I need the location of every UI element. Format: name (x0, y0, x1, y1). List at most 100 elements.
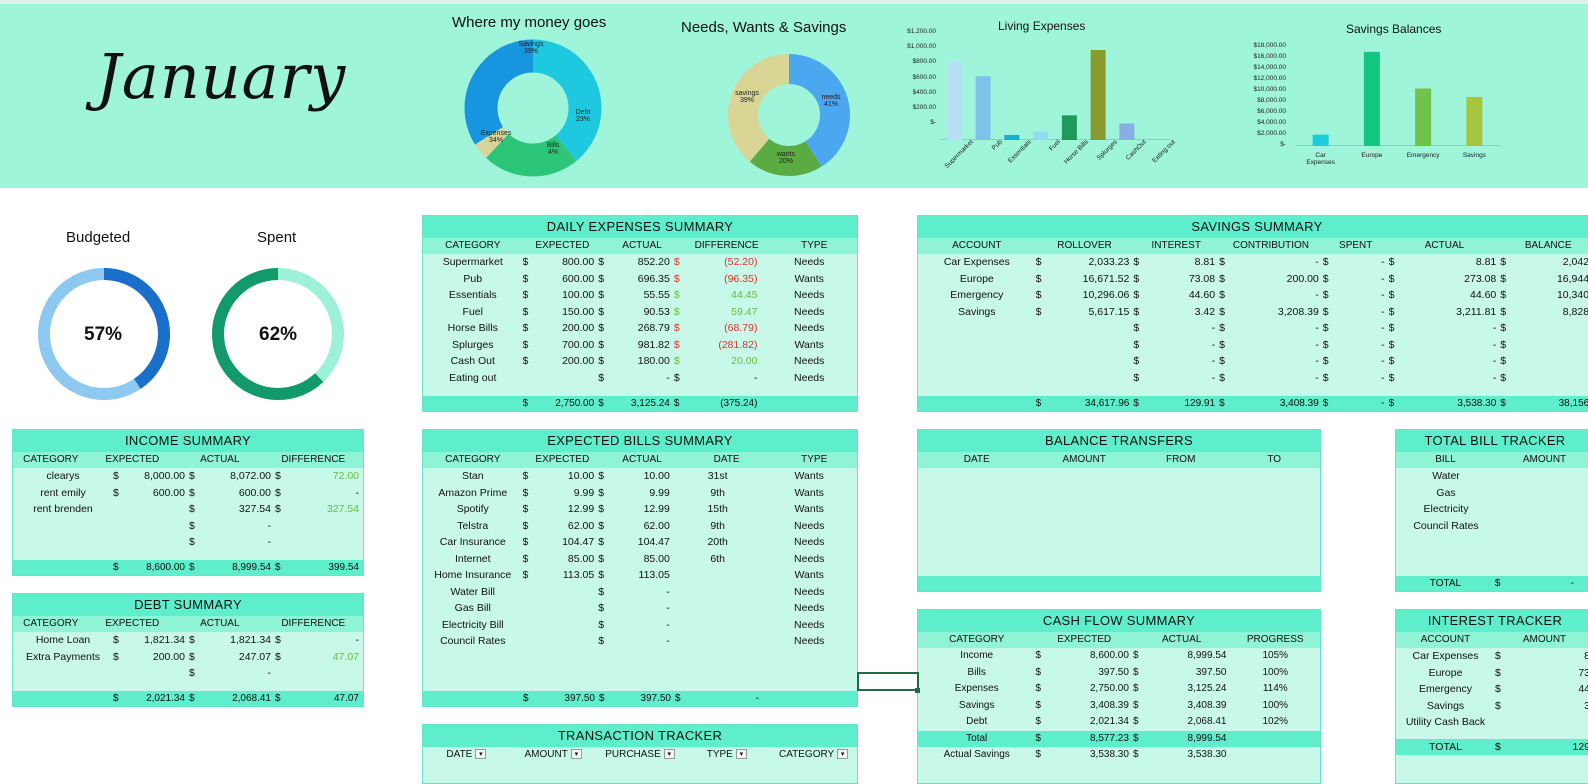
table-cell[interactable]: $ (1035, 289, 1042, 301)
table-cell[interactable]: Electricity (1423, 503, 1469, 515)
table-cell[interactable]: Wants (794, 338, 824, 351)
table-cell[interactable]: Cash Out (450, 355, 495, 367)
table-cell[interactable]: 44.60 (1469, 289, 1497, 301)
table-cell[interactable]: 852.20 (637, 256, 670, 268)
table-cell[interactable]: (52.20) (724, 256, 758, 268)
table-cell[interactable]: 8,999.54 (1187, 650, 1227, 661)
table-cell[interactable]: $ (1219, 398, 1225, 409)
table-cell[interactable]: 105% (1262, 650, 1289, 661)
table-cell[interactable]: 44.60 (1188, 289, 1216, 301)
table-cell[interactable] (113, 518, 135, 535)
table-cell[interactable]: 72.00 (332, 470, 359, 482)
table-cell[interactable]: 180.00 (637, 355, 670, 367)
table-cell[interactable]: $ (522, 470, 529, 482)
table-cell[interactable]: $ (1035, 699, 1041, 711)
table-cell[interactable]: $ (1132, 749, 1139, 760)
table-cell[interactable]: $ (1494, 699, 1501, 712)
nws-donut-chart[interactable] (724, 52, 854, 178)
table-cell[interactable]: 34,617.96 (1084, 398, 1130, 409)
table-cell[interactable]: Bills (967, 666, 986, 678)
table-cell[interactable]: $ (1494, 740, 1501, 753)
table-cell[interactable]: 9.99 (649, 486, 670, 499)
table-cell[interactable]: 800.00 (562, 256, 595, 268)
table-cell[interactable]: $ (522, 398, 529, 409)
table-cell[interactable]: 696.35 (637, 272, 670, 285)
table-cell[interactable]: 8,000.00 (144, 470, 185, 482)
table-cell[interactable]: 2,750.00 (1090, 683, 1129, 694)
table-cell[interactable]: 3,408.39 (1187, 699, 1227, 711)
table-cell[interactable]: - (1492, 355, 1497, 367)
table-cell[interactable]: 44 (1578, 683, 1588, 695)
table-cell[interactable]: $ (522, 486, 529, 499)
table-cell[interactable]: 85.00 (567, 552, 595, 565)
table-cell[interactable]: $ (599, 693, 605, 704)
table-cell[interactable] (1036, 353, 1054, 370)
table-cell[interactable]: 10,340. (1556, 289, 1588, 301)
table-cell[interactable]: Car Expenses (1412, 650, 1479, 662)
table-cell[interactable]: - (1381, 256, 1385, 268)
table-cell[interactable]: 8,828. (1562, 305, 1588, 318)
table-cell[interactable]: $ (598, 536, 605, 548)
table-cell[interactable]: 62.00 (567, 519, 595, 532)
table-cell[interactable]: $ (598, 322, 605, 334)
table-cell[interactable]: Emergency (1418, 683, 1473, 695)
table-cell[interactable]: 31st (707, 470, 728, 482)
table-cell[interactable]: 2,021.34 (146, 693, 185, 704)
table-cell[interactable]: - (1381, 371, 1385, 384)
table-cell[interactable]: $ (522, 536, 529, 548)
table-cell[interactable]: $ (1500, 338, 1507, 351)
table-cell[interactable]: 200.00 (562, 322, 595, 334)
table-cell[interactable]: 44.45 (731, 289, 758, 301)
table-cell[interactable]: $ (673, 305, 680, 318)
table-cell[interactable]: $ (189, 503, 195, 515)
table-cell[interactable]: $ (598, 398, 604, 409)
table-cell[interactable]: $ (1035, 398, 1042, 409)
table-cell[interactable]: Horse Bills (447, 322, 498, 334)
table-cell[interactable]: 104.47 (562, 536, 595, 548)
table-cell[interactable]: - (1211, 371, 1216, 384)
table-cell[interactable]: 327.54 (326, 503, 359, 515)
table-cell[interactable]: 129 (1572, 740, 1588, 753)
table-cell[interactable]: $ (1388, 322, 1395, 334)
table-cell[interactable]: - (1520, 370, 1588, 387)
table-cell[interactable]: - (1381, 398, 1385, 409)
table-cell[interactable]: - (1381, 338, 1385, 351)
table-cell[interactable]: - (1520, 353, 1588, 370)
table-cell[interactable]: 59.47 (731, 305, 758, 318)
table-cell[interactable]: 85.00 (643, 552, 670, 565)
table-cell[interactable]: Needs (794, 585, 825, 598)
table-cell[interactable]: 10.00 (567, 470, 595, 482)
table-cell[interactable]: 8,600.00 (1090, 650, 1129, 661)
table-cell[interactable]: - (1315, 355, 1319, 367)
table-cell[interactable] (1495, 714, 1517, 731)
table-cell[interactable]: 397.50 (1195, 666, 1227, 678)
table-cell[interactable] (1036, 320, 1054, 337)
table-cell[interactable]: Debt (966, 716, 988, 727)
table-cell[interactable] (544, 370, 598, 387)
table-cell[interactable]: 397.50 (1098, 666, 1129, 678)
table-cell[interactable]: $ (522, 503, 529, 515)
table-cell[interactable] (135, 665, 189, 682)
table-cell[interactable] (423, 691, 523, 706)
table-cell[interactable]: $ (598, 338, 605, 351)
bar-splurges[interactable] (1090, 49, 1106, 140)
table-cell[interactable]: 2,068.41 (232, 693, 271, 704)
table-cell[interactable] (13, 518, 113, 535)
table-cell[interactable] (674, 617, 762, 634)
table-cell[interactable]: $ (1132, 650, 1139, 661)
table-cell[interactable]: $ (113, 650, 119, 663)
table-cell[interactable]: $ (1500, 322, 1507, 334)
table-cell[interactable]: Needs (794, 355, 825, 367)
table-cell[interactable] (297, 665, 363, 682)
table-cell[interactable]: $ (673, 322, 680, 334)
table-cell[interactable]: Gas Bill (454, 602, 491, 614)
table-cell[interactable]: $ (598, 503, 605, 515)
table-cell[interactable] (135, 501, 189, 518)
table-cell[interactable]: - (1315, 322, 1319, 334)
table-cell[interactable] (918, 320, 1036, 337)
table-cell[interactable] (135, 534, 189, 551)
bar-fuel[interactable] (1033, 131, 1049, 140)
table-cell[interactable]: 9th (710, 486, 725, 499)
table-cell[interactable]: $ (598, 486, 605, 499)
table-cell[interactable] (275, 665, 297, 682)
